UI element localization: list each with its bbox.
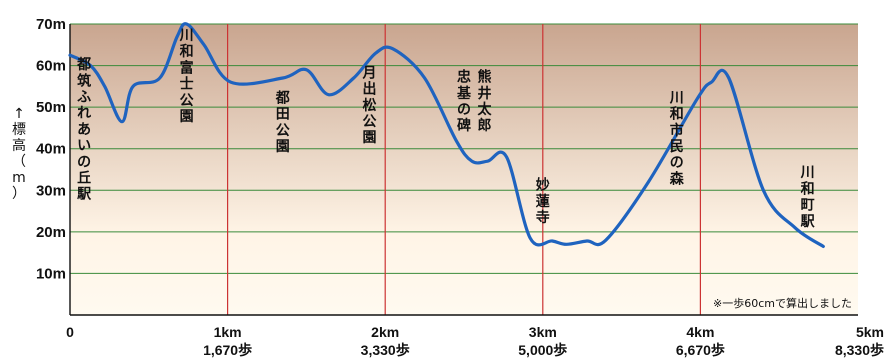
- landmark-text: 川和町駅: [800, 165, 816, 230]
- y-tick-label: 70m: [36, 16, 66, 33]
- x-tick-label: 1km: [214, 324, 242, 340]
- x-tick-label: 3km: [529, 324, 557, 340]
- x-tick-label: 0: [66, 324, 74, 340]
- y-tick-label: 20m: [36, 224, 66, 241]
- landmark-text: 月出松公園: [361, 65, 376, 146]
- axes: 10m 20m 30m 40m 50m 60m 70m 0 1km 1,670歩 2km 3,330歩…: [36, 16, 884, 358]
- y-axis-title: ↑標高（ m）: [12, 106, 26, 202]
- landmark-text: 川和富士公園: [179, 28, 194, 125]
- landmark-text: 熊井太郎: [477, 69, 492, 135]
- landmark-text: 都田公園: [275, 90, 290, 155]
- landmark-text: 都筑ふれあいの丘駅: [76, 57, 92, 203]
- landmark-label: 都田公園: [275, 90, 290, 155]
- landmark-text: 妙蓮寺: [536, 177, 550, 226]
- y-tick-label: 30m: [36, 182, 66, 199]
- y-tick-label: 40m: [36, 141, 66, 158]
- y-axis-title-text: ↑標高（ m）: [12, 106, 26, 202]
- landmark-label: 妙蓮寺: [536, 177, 550, 226]
- landmark-label: 都筑ふれあいの丘駅: [76, 57, 92, 203]
- landmark-text: 忠基の碑: [457, 70, 472, 135]
- landmark-label: 熊井太郎: [477, 69, 492, 135]
- x-tick-steps: 5,000歩: [518, 342, 567, 358]
- landmark-text: 川和市民の森: [669, 90, 685, 187]
- y-tick-label: 50m: [36, 99, 66, 116]
- x-tick-steps: 6,670歩: [676, 342, 725, 358]
- landmark-label: 川和市民の森: [669, 90, 685, 187]
- grid: [70, 23, 858, 315]
- landmark-label: 忠基の碑: [457, 70, 472, 135]
- y-tick-label: 10m: [36, 265, 66, 282]
- x-tick-steps: 1,670歩: [203, 342, 252, 358]
- landmark-label: 月出松公園: [361, 65, 376, 146]
- landmark-label: 川和町駅: [800, 165, 816, 230]
- footnote: ※一歩60cmで算出しました: [713, 296, 852, 310]
- x-tick-steps: 3,330歩: [361, 342, 410, 358]
- elevation-line: [68, 22, 825, 248]
- landmark-label: 川和富士公園: [179, 28, 194, 125]
- x-tick-label: 2km: [371, 324, 399, 340]
- x-tick-label: 5km: [856, 324, 884, 340]
- y-tick-label: 60m: [36, 58, 66, 75]
- x-tick-label: 4km: [686, 324, 714, 340]
- x-tick-steps: 8,330歩: [835, 342, 884, 358]
